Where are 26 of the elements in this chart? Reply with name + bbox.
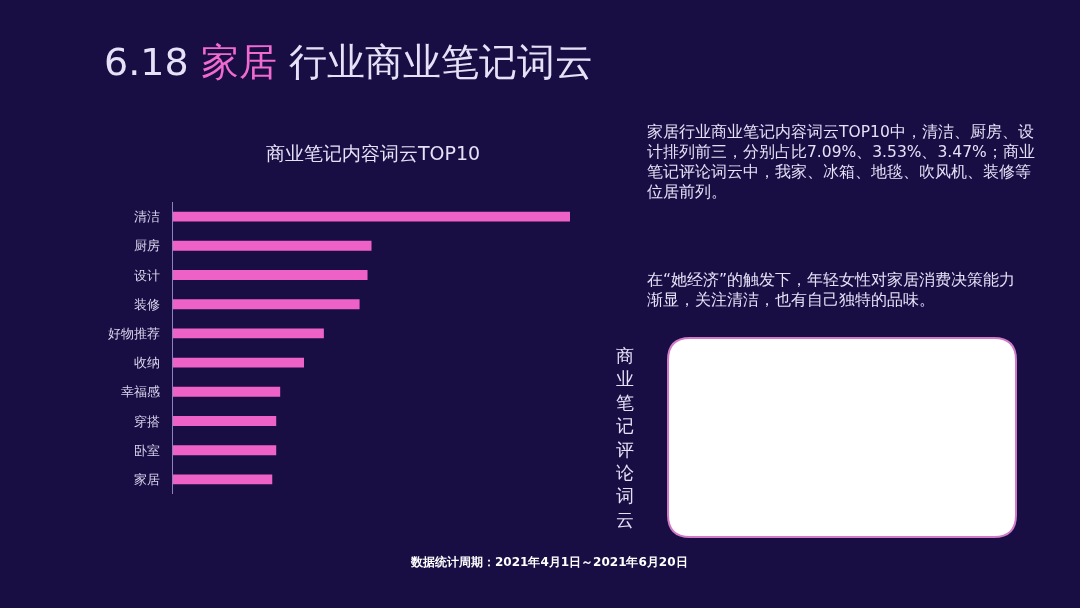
y-tick-label: 装修 bbox=[134, 296, 161, 312]
y-tick-label: 厨房 bbox=[134, 238, 161, 254]
y-tick-label: 设计 bbox=[134, 267, 161, 283]
chart-title: 6.18 家居 行业商业笔记词云 bbox=[104, 40, 593, 85]
text: 数据统计周期：2021年4月1日～2021年6月20日 bbox=[410, 555, 688, 569]
bar bbox=[173, 270, 368, 280]
bar bbox=[173, 240, 372, 251]
bar bbox=[173, 357, 305, 368]
y-tick-label: 好物推荐 bbox=[108, 325, 161, 341]
y-tick-label: 收纳 bbox=[134, 355, 161, 371]
text: 商业笔记评论词云 bbox=[616, 345, 634, 530]
text: 家居行业商业笔记内容词云TOP10中，清洁、厨房、设计排列前三，分别占比7.09%、3.53%、3.47%；商业笔记评论词云中，我家、冰箱、地毯、吹风机、装修等位居前列。 bbox=[647, 123, 1035, 202]
bar bbox=[173, 474, 273, 485]
bar bbox=[173, 445, 277, 456]
chart-subtitle: 商业笔记内容词云TOP10 bbox=[266, 142, 481, 164]
bar bbox=[173, 211, 570, 222]
y-tick-label: 家居 bbox=[134, 471, 161, 487]
bar bbox=[173, 328, 324, 339]
y-tick-label: 清洁 bbox=[134, 209, 161, 225]
bar bbox=[173, 386, 281, 397]
y-tick-label: 幸福感 bbox=[121, 384, 161, 400]
bar bbox=[173, 299, 360, 310]
text: 在“她经济”的触发下，年轻女性对家居消费决策能力渐显，关注清洁，也有自己独特的品味。 bbox=[647, 271, 1016, 310]
y-tick-label: 卧室 bbox=[134, 442, 161, 458]
bar bbox=[173, 416, 277, 426]
y-tick-label: 穿搭 bbox=[134, 413, 161, 429]
